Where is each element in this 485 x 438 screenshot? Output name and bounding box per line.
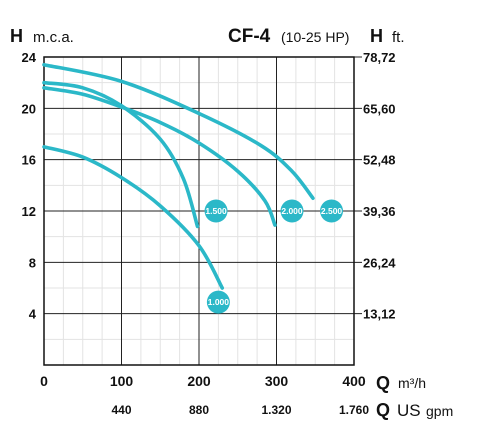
x2-tick-label: 440 (111, 403, 131, 417)
y-left-unit: m.c.a. (33, 29, 74, 46)
x-tick-label: 200 (187, 373, 211, 389)
curve-line-1.000 (42, 145, 225, 290)
badge-label: 1.000 (208, 297, 230, 307)
x-symbol: Q (376, 373, 390, 393)
x-unit: m³/h (398, 375, 426, 391)
chart-title: CF-4 (228, 26, 271, 47)
x-tick-label: 300 (265, 373, 289, 389)
badge-1.500: 1.500 (204, 199, 228, 223)
curve-badges: 1.000 1.500 2.000 2.500 (204, 199, 344, 314)
x2-tick-label: 1.320 (261, 403, 291, 417)
x2-tick-label: 880 (189, 403, 209, 417)
y-left-tick-label: 24 (22, 50, 37, 65)
plot-frame (43, 56, 355, 366)
y-right-symbol: H (370, 26, 383, 46)
x2-unit-main: US (397, 401, 421, 420)
axis-ticks: 4 8 12 16 20 24 13,12 26,24 39,36 52,48 65,60 78,72… (22, 50, 397, 417)
badge-label: 1.500 (205, 206, 227, 216)
x-tick-label: 0 (40, 373, 48, 389)
curve-line-2.500 (42, 62, 315, 200)
curve-line-2.000 (42, 86, 277, 227)
badge-circle (206, 290, 230, 314)
y-right-unit: ft. (392, 29, 405, 46)
x-tick-label: 400 (342, 373, 366, 389)
badge-2.000: 2.000 (280, 199, 304, 223)
chart-subtitle: (10-25 HP) (281, 29, 349, 45)
x2-symbol: Q (376, 400, 390, 420)
y-left-tick-label: 8 (29, 255, 36, 270)
y-left-symbol: H (10, 26, 23, 46)
y-left-tick-label: 4 (29, 307, 37, 322)
y-left-tick-label: 12 (22, 204, 36, 219)
y-right-tick-label: 65,60 (363, 101, 396, 116)
y-right-tick-label: 13,12 (363, 307, 396, 322)
y-left-tick-label: 20 (22, 101, 36, 116)
grid-major (43, 56, 362, 366)
x-tick-label: 100 (110, 373, 134, 389)
y-right-tick-label: 52,48 (363, 153, 396, 168)
badge-2.500: 2.500 (320, 199, 344, 223)
badge-1.000: 1.000 (206, 290, 230, 314)
x2-unit-sub: gpm (426, 403, 453, 419)
x2-tick-label: 1.760 (339, 403, 369, 417)
y-right-tick-label: 26,24 (363, 255, 396, 270)
performance-curves (42, 62, 315, 290)
badge-circle (320, 199, 344, 223)
badge-circle (280, 199, 304, 223)
curve-line-1.500 (42, 80, 200, 229)
badge-label: 2.000 (281, 206, 303, 216)
badge-label: 2.500 (321, 206, 343, 216)
y-right-tick-label: 78,72 (363, 50, 396, 65)
y-left-tick-label: 16 (22, 153, 36, 168)
y-right-tick-label: 39,36 (363, 204, 396, 219)
badge-circle (204, 199, 228, 223)
